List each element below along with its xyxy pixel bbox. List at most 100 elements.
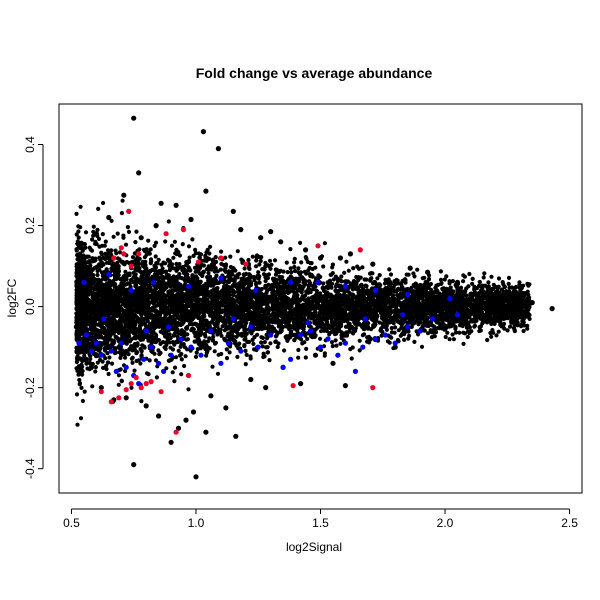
cloud-point — [308, 274, 313, 279]
cloud-point — [302, 340, 307, 345]
cloud-point — [96, 348, 101, 353]
cloud-point — [172, 239, 177, 244]
cloud-point — [78, 416, 84, 421]
cloud-point — [197, 255, 202, 260]
cloud-point — [164, 293, 169, 298]
cloud-point — [308, 324, 313, 329]
cloud-point — [263, 278, 268, 284]
cloud-point — [167, 259, 172, 264]
cloud-point — [313, 333, 318, 338]
cloud-point — [127, 281, 132, 286]
cloud-point — [393, 325, 398, 330]
cloud-point — [83, 245, 88, 250]
cloud-point — [457, 318, 462, 323]
cloud-point — [461, 279, 466, 284]
cloud-point — [438, 269, 443, 274]
cloud-point — [113, 282, 118, 287]
cloud-point — [439, 281, 444, 286]
cloud-point — [166, 219, 171, 224]
cloud-point — [321, 281, 326, 286]
cloud-point — [490, 328, 495, 333]
cloud-point — [462, 274, 467, 279]
cloud-point — [140, 263, 146, 268]
cloud-point — [337, 284, 342, 289]
cloud-point — [240, 276, 245, 282]
cloud-point — [321, 264, 326, 269]
cloud-point — [210, 257, 216, 262]
cloud-point — [75, 422, 80, 427]
cloud-point — [292, 290, 297, 295]
cloud-point — [453, 324, 458, 330]
cloud-point — [272, 258, 278, 263]
cloud-point — [481, 275, 486, 280]
cloud-point — [96, 206, 101, 211]
cloud-point — [235, 272, 240, 277]
cloud-point — [243, 348, 248, 353]
cloud-point — [467, 271, 472, 277]
cloud-point — [486, 280, 491, 285]
cloud-point — [392, 289, 397, 294]
cloud-point — [133, 240, 138, 245]
cloud-point — [131, 319, 136, 324]
cloud-point — [143, 333, 148, 339]
cloud-point — [169, 243, 175, 248]
cloud-point — [474, 318, 479, 323]
points-layer — [73, 115, 555, 480]
cloud-point — [103, 239, 108, 244]
cloud-point — [525, 326, 530, 331]
cloud-point — [219, 261, 224, 267]
cloud-point — [175, 315, 180, 320]
cloud-point — [330, 262, 335, 267]
cloud-point — [450, 279, 455, 284]
cloud-point — [278, 269, 283, 274]
cloud-point — [104, 363, 109, 368]
cloud-point — [216, 329, 221, 334]
cloud-point — [256, 270, 261, 275]
cloud-point — [265, 345, 270, 350]
cloud-point — [168, 266, 173, 271]
cloud-point — [505, 328, 510, 333]
cloud-point — [93, 365, 98, 370]
cloud-point — [179, 372, 184, 377]
cloud-point — [210, 337, 215, 343]
cloud-point — [222, 275, 227, 280]
cloud-point — [228, 254, 233, 259]
cloud-point — [215, 269, 220, 274]
cloud-point — [339, 279, 344, 284]
cloud-point — [183, 354, 188, 359]
cloud-point — [131, 270, 136, 275]
cloud-point — [179, 357, 184, 362]
cloud-point — [175, 274, 180, 279]
cloud-point — [134, 229, 139, 234]
cloud-point — [79, 385, 84, 390]
cloud-point — [282, 348, 287, 353]
cloud-point — [268, 313, 273, 318]
cloud-point — [391, 285, 396, 290]
cloud-point — [360, 265, 365, 270]
cloud-point — [372, 305, 377, 310]
cloud-point — [94, 241, 99, 247]
cloud-point — [275, 344, 280, 350]
cloud-point — [302, 312, 307, 317]
cloud-point — [478, 328, 483, 333]
cloud-point — [255, 332, 260, 337]
cloud-point — [76, 229, 81, 234]
cloud-point — [284, 260, 289, 265]
cloud-point — [389, 326, 394, 331]
cloud-point — [140, 259, 145, 264]
cloud-point — [356, 277, 361, 282]
cloud-point — [252, 278, 257, 283]
cloud-point — [147, 322, 152, 327]
cloud-point — [242, 343, 247, 348]
cloud-point — [207, 336, 212, 341]
cloud-point — [365, 339, 370, 344]
cloud-point — [372, 279, 377, 285]
cloud-point — [299, 260, 304, 265]
cloud-point — [296, 355, 301, 360]
cloud-point — [259, 340, 264, 345]
cloud-point — [307, 279, 312, 284]
cloud-point — [292, 256, 297, 261]
cloud-point — [99, 250, 104, 255]
cloud-point — [246, 266, 252, 271]
